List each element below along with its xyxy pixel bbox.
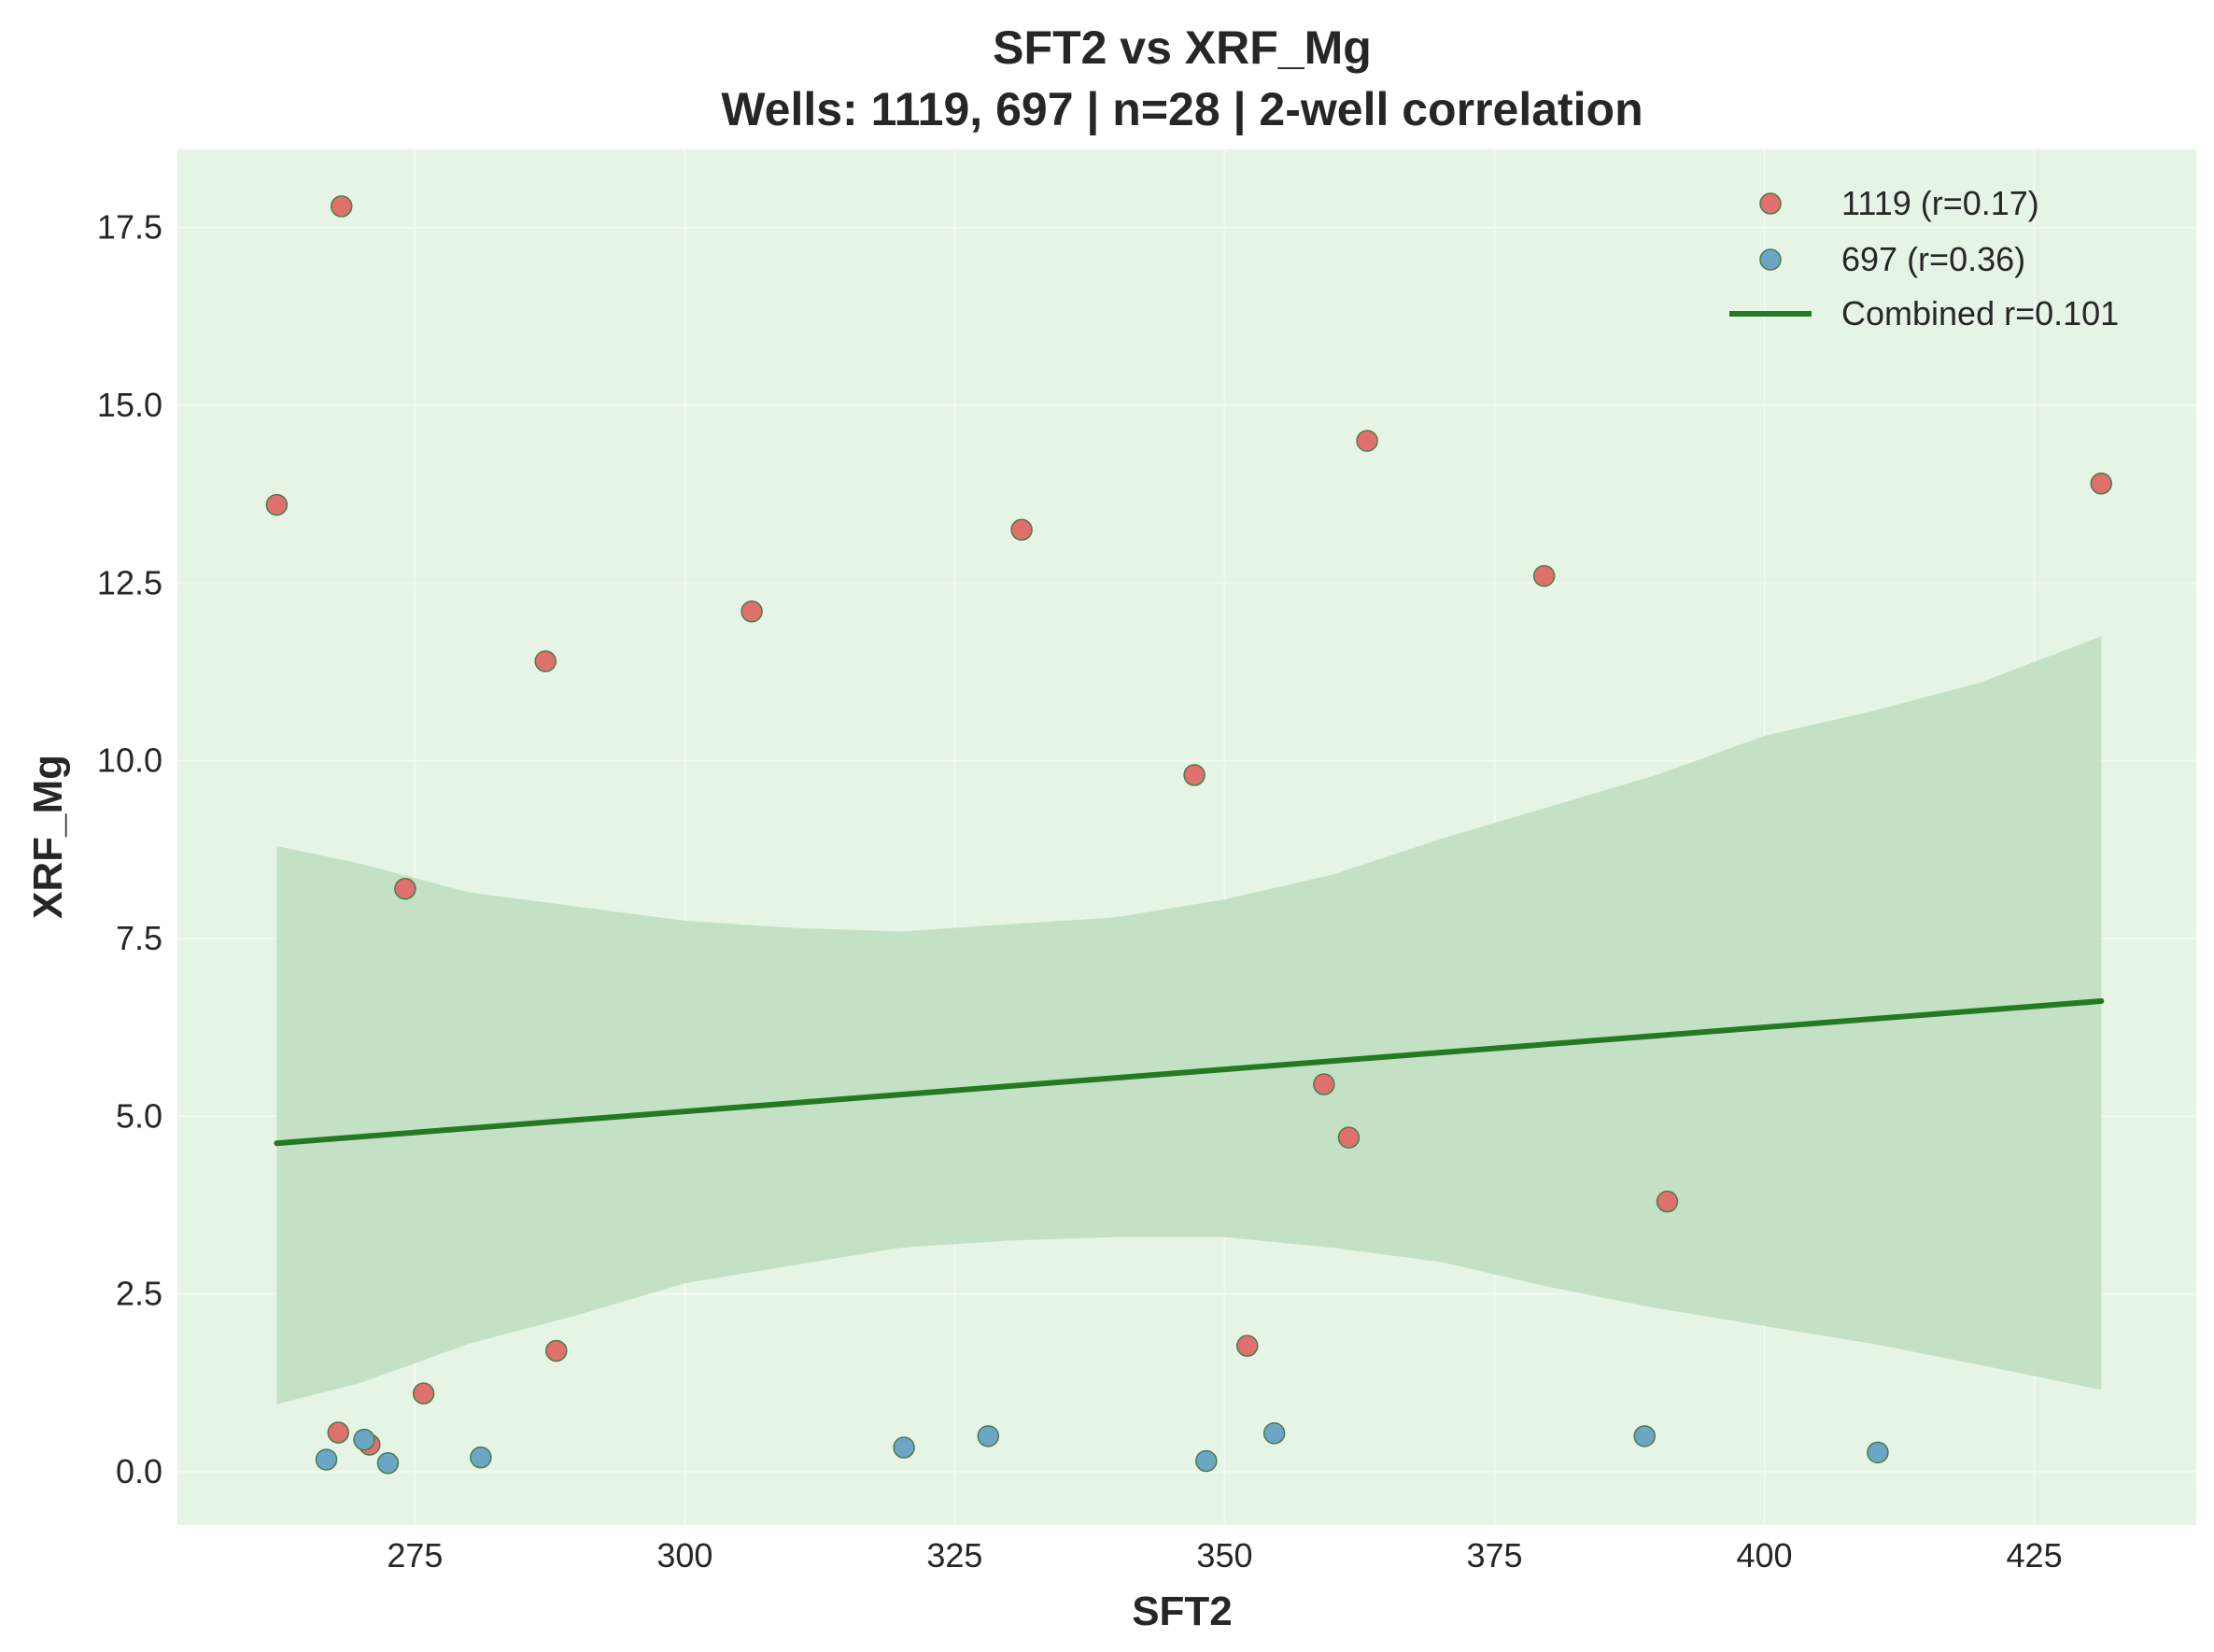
x-axis-ticks: 275 300 325 350 375 400 425: [387, 1536, 2062, 1574]
legend-marker-0: [1759, 192, 1782, 215]
point-well-1119: [1313, 1073, 1335, 1095]
point-well-697: [1633, 1425, 1656, 1447]
y-tick-label: 2.5: [116, 1275, 162, 1313]
confidence-band: [276, 636, 2102, 1405]
point-well-1119: [1356, 430, 1378, 452]
point-well-697: [977, 1425, 1000, 1447]
x-axis-label: SFT2: [1132, 1588, 1233, 1634]
fit-line-group: [274, 997, 2105, 1147]
point-well-697: [1262, 1422, 1286, 1445]
x-tick-label: 375: [1466, 1536, 1522, 1574]
y-tick-label: 0.0: [116, 1452, 162, 1490]
chart-subtitle: Wells: 1119, 697 | n=28 | 2-well correla…: [721, 83, 1643, 136]
point-well-697: [315, 1448, 338, 1471]
y-tick-label: 5.0: [116, 1096, 162, 1135]
series-697: [315, 1422, 1889, 1475]
point-well-1119: [330, 195, 353, 218]
point-well-1119: [327, 1421, 350, 1444]
point-well-1119: [1337, 1126, 1361, 1149]
y-tick-label: 10.0: [97, 741, 162, 780]
point-well-697: [1867, 1441, 1889, 1464]
point-well-1119: [394, 877, 416, 900]
point-well-1119: [545, 1339, 568, 1363]
confidence-band-area: [276, 636, 2102, 1405]
x-tick-label: 350: [1196, 1536, 1252, 1574]
point-well-697: [893, 1436, 915, 1459]
x-tick-label: 425: [2007, 1536, 2063, 1574]
x-tick-label: 325: [926, 1536, 982, 1574]
point-well-1119: [412, 1382, 435, 1405]
x-tick-label: 400: [1737, 1536, 1793, 1574]
x-tick-label: 300: [656, 1536, 712, 1574]
y-tick-label: 15.0: [97, 386, 162, 424]
point-well-1119: [1183, 764, 1206, 786]
point-well-1119: [534, 650, 557, 672]
point-well-1119: [1235, 1334, 1259, 1357]
point-well-1119: [1010, 518, 1033, 542]
y-tick-label: 7.5: [116, 919, 162, 957]
legend-label-1: 697 (r=0.36): [1841, 240, 2025, 278]
point-well-1119: [1532, 564, 1556, 587]
chart-title: SFT2 vs XRF_Mg: [993, 21, 1372, 74]
legend-label-0: 1119 (r=0.17): [1841, 184, 2039, 222]
point-well-697: [470, 1446, 492, 1469]
point-well-697: [353, 1428, 375, 1451]
point-well-1119: [740, 600, 763, 623]
point-well-697: [1195, 1449, 1218, 1473]
point-well-1119: [265, 493, 289, 516]
legend-label-2: Combined r=0.101: [1841, 294, 2119, 332]
y-axis-label: XRF_Mg: [25, 755, 71, 919]
x-tick-label: 275: [387, 1536, 443, 1574]
point-well-1119: [2090, 473, 2113, 495]
data-points: [265, 195, 2113, 1475]
legend: 1119 (r=0.17) 697 (r=0.36) Combined r=0.10…: [1729, 184, 2119, 332]
point-well-697: [376, 1452, 400, 1475]
legend-marker-1: [1759, 248, 1782, 271]
y-axis-ticks: 0.0 2.5 5.0 7.5 10.0 12.5 15.0 17.5: [97, 208, 162, 1490]
y-tick-label: 12.5: [97, 563, 162, 601]
y-tick-label: 17.5: [97, 208, 162, 247]
point-well-1119: [1656, 1190, 1679, 1213]
fit-line: [274, 997, 2105, 1147]
